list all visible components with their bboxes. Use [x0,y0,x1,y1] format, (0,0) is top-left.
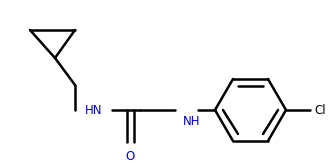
Text: Cl: Cl [314,104,326,117]
Text: O: O [125,150,134,163]
Text: HN: HN [85,104,103,117]
Text: NH: NH [183,115,201,128]
